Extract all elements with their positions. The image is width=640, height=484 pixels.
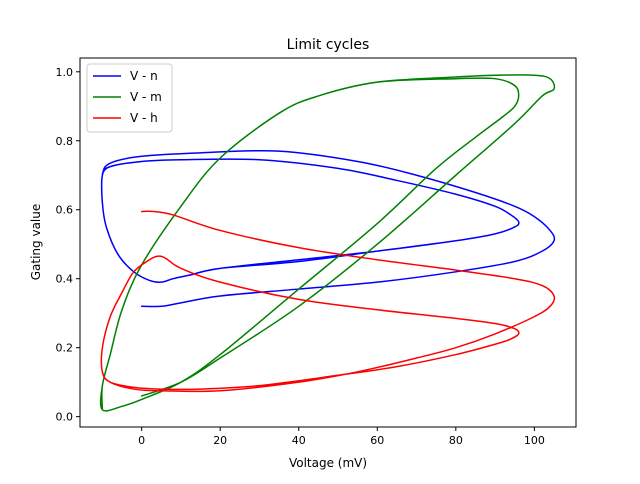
y-tick-label: 0.6: [56, 204, 74, 217]
x-axis: 0 20 40 60 80 100: [138, 427, 545, 447]
y-tick-label: 0.8: [56, 135, 74, 148]
x-axis-label: Voltage (mV): [289, 456, 367, 470]
series-line-1: [100, 149, 556, 308]
legend-label: V - n: [130, 69, 158, 83]
series-layer: [99, 74, 556, 412]
y-tick-label: 0.2: [56, 342, 74, 355]
series-line-3: [100, 210, 556, 393]
x-tick-label: 80: [449, 434, 463, 447]
legend-label: V - h: [130, 111, 158, 125]
x-tick-label: 0: [138, 434, 145, 447]
x-tick-label: 40: [292, 434, 306, 447]
y-axis: 0.0 0.2 0.4 0.6 0.8 1.0: [56, 66, 80, 424]
y-tick-label: 1.0: [56, 66, 74, 79]
axes-frame: [79, 57, 577, 428]
y-tick-label: 0.0: [56, 411, 74, 424]
series-line-2: [99, 74, 556, 412]
x-tick-label: 60: [370, 434, 384, 447]
x-tick-label: 20: [213, 434, 227, 447]
chart-title: Limit cycles: [287, 37, 370, 53]
x-tick-label: 100: [524, 434, 545, 447]
y-axis-label: Gating value: [29, 204, 43, 281]
legend-label: V - m: [130, 90, 162, 104]
legend-box: [86, 63, 173, 133]
y-tick-label: 0.4: [56, 273, 74, 286]
legend: V - n V - m V - h: [86, 63, 173, 133]
